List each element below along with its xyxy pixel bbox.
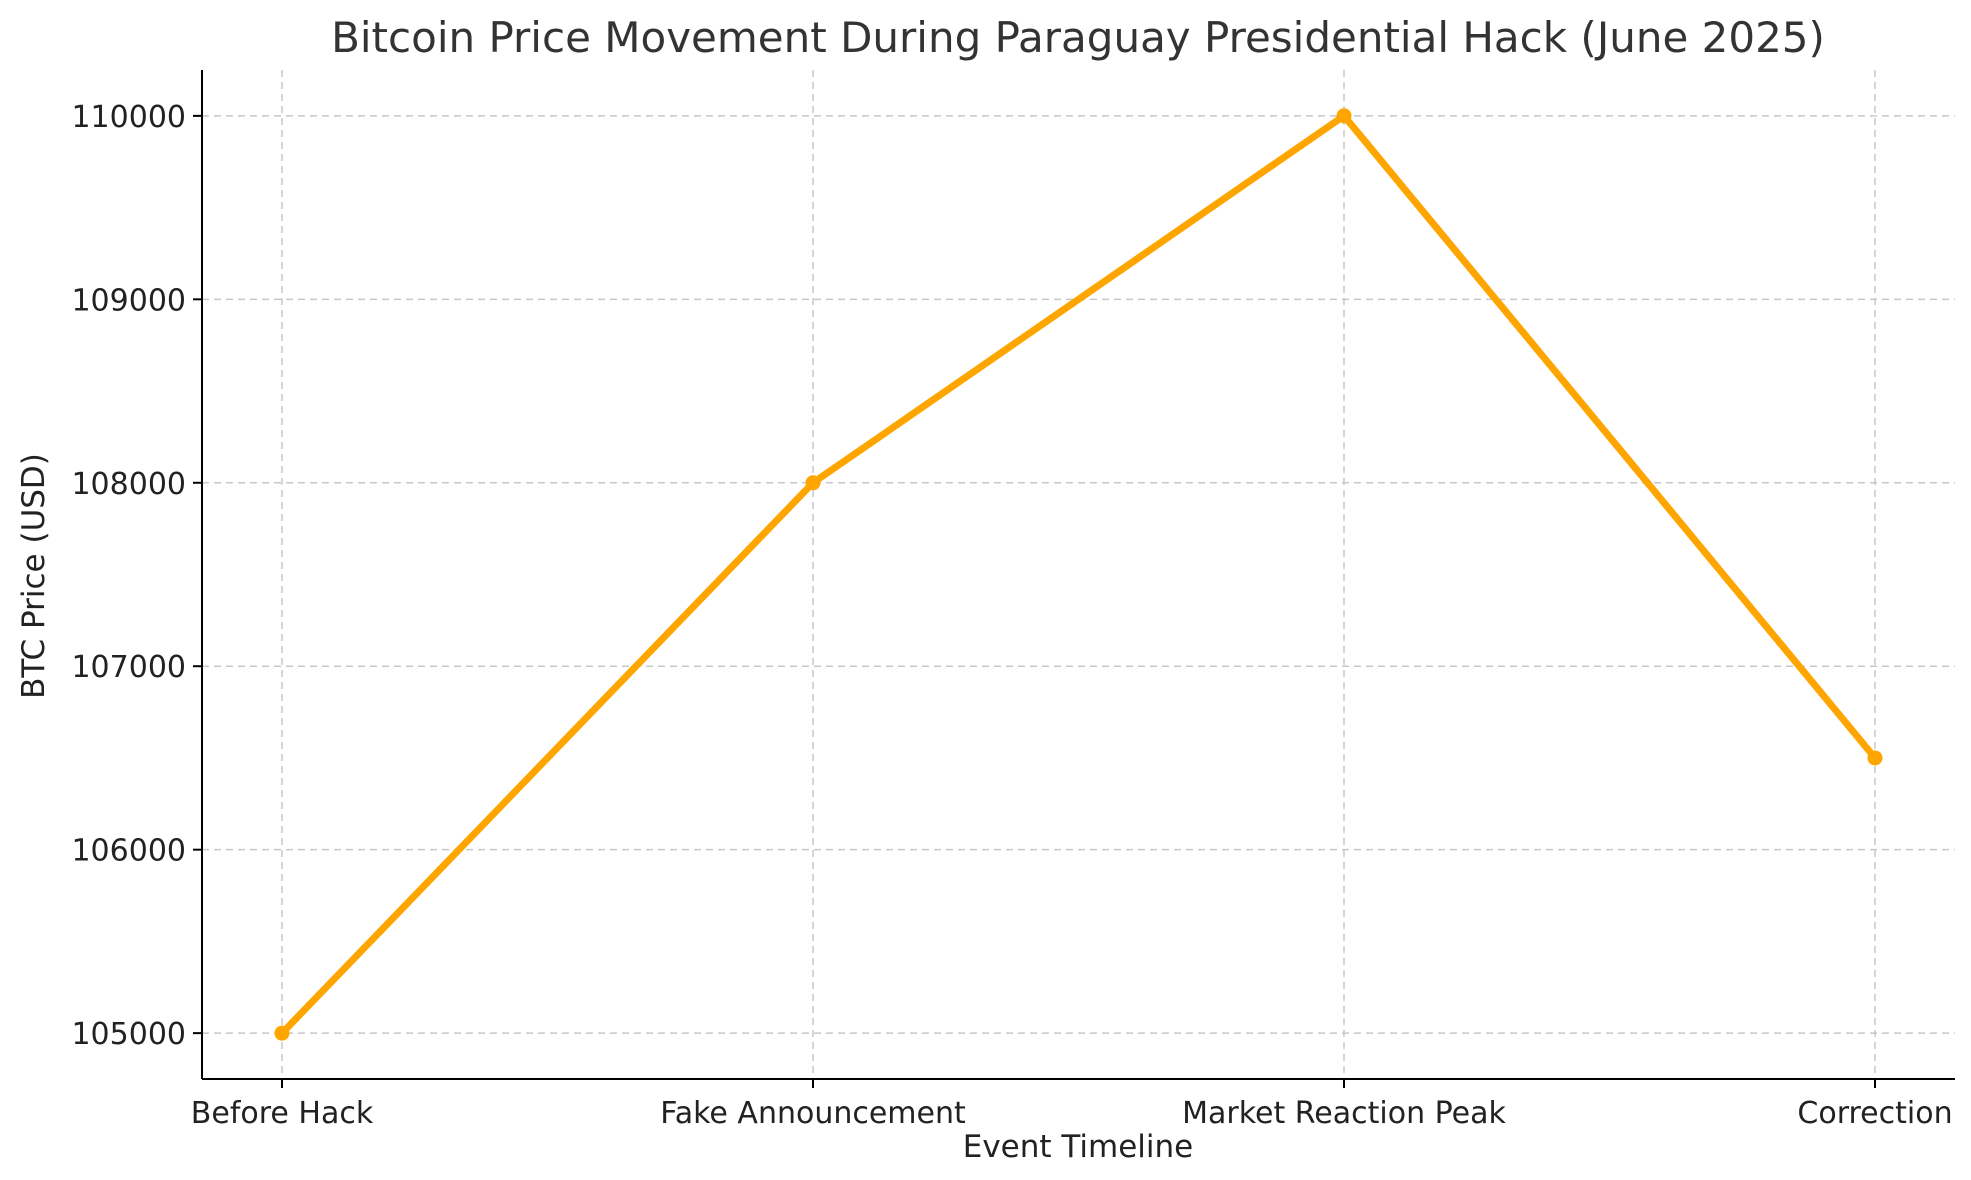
y-tick-label: 105000 bbox=[71, 1017, 186, 1052]
data-point bbox=[805, 475, 821, 491]
series-line-group bbox=[274, 108, 1883, 1041]
data-point bbox=[274, 1025, 290, 1041]
data-point bbox=[1336, 108, 1352, 124]
series-line bbox=[278, 112, 1879, 1037]
x-axis-label: Event Timeline bbox=[963, 1129, 1193, 1165]
y-tick-label: 106000 bbox=[71, 834, 186, 869]
data-point bbox=[1867, 750, 1883, 766]
x-tick-label: Correction bbox=[1797, 1096, 1952, 1131]
x-tick-label: Market Reaction Peak bbox=[1182, 1096, 1506, 1131]
x-tick-label: Fake Announcement bbox=[660, 1096, 966, 1131]
x-tick-label: Before Hack bbox=[191, 1096, 374, 1131]
y-tick-label: 107000 bbox=[71, 650, 186, 685]
tick-labels: 105000 106000 107000 108000 109000 110000 Befo… bbox=[71, 100, 1952, 1131]
y-tick-label: 110000 bbox=[71, 100, 186, 135]
axes bbox=[193, 70, 1955, 1088]
y-axis-label: BTC Price (USD) bbox=[16, 453, 52, 699]
y-tick-label: 108000 bbox=[71, 467, 186, 502]
y-tick-label: 109000 bbox=[71, 283, 186, 318]
chart-title: Bitcoin Price Movement During Paraguay P… bbox=[331, 13, 1825, 62]
